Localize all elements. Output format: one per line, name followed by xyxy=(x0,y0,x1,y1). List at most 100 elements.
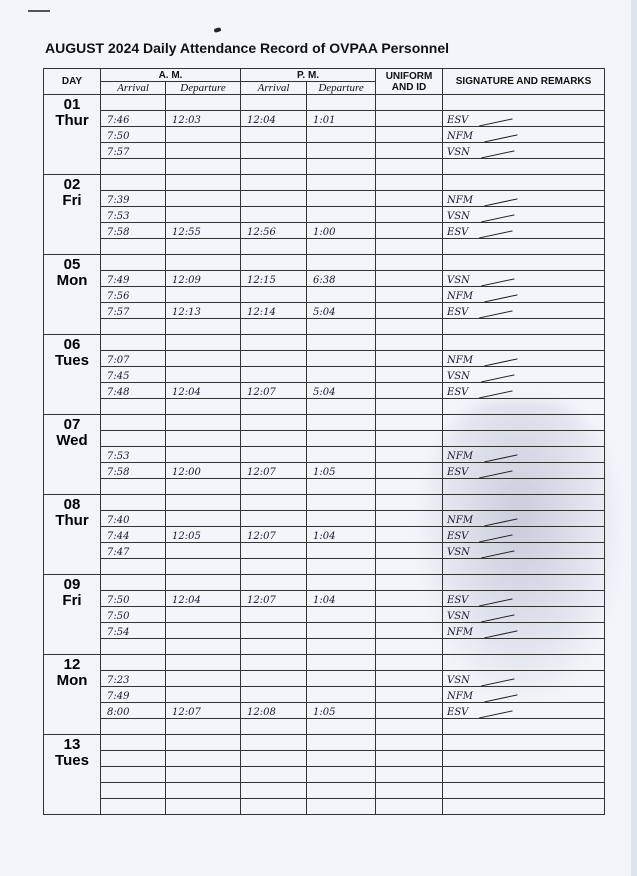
pm-departure-cell xyxy=(306,190,377,207)
pm-departure-value: 1:04 xyxy=(313,531,336,542)
am-arrival-value: 7:45 xyxy=(107,371,130,382)
am-arrival-cell xyxy=(100,414,166,431)
uniform-cell xyxy=(375,590,444,607)
signature-value: NFM xyxy=(447,291,473,302)
am-departure-cell xyxy=(164,238,242,255)
uniform-cell xyxy=(375,222,444,239)
signature-cell xyxy=(442,638,606,655)
am-arrival-cell xyxy=(100,478,166,495)
table-row xyxy=(44,318,606,335)
pm-arrival-cell xyxy=(240,126,308,143)
day-weekday: Fri xyxy=(62,192,82,209)
pm-departure-cell xyxy=(306,414,377,431)
table-row: 12 Mon xyxy=(43,654,606,735)
am-arrival-cell xyxy=(100,574,166,591)
signature-cell: VSN xyxy=(442,606,606,623)
pm-departure-value: 1:05 xyxy=(313,707,336,718)
uniform-cell xyxy=(375,606,444,623)
pm-departure-cell xyxy=(306,494,377,511)
scan-mark xyxy=(28,10,50,12)
signature-cell xyxy=(442,334,606,351)
am-departure-cell xyxy=(164,318,242,335)
day-cell: 07 Wed xyxy=(43,414,101,495)
am-departure-cell: 12:03 xyxy=(164,110,242,127)
table-row: 7:53 NFM xyxy=(44,446,606,463)
am-departure-cell: 12:55 xyxy=(164,222,242,239)
pm-departure-cell xyxy=(306,254,377,271)
pm-arrival-cell xyxy=(240,510,308,527)
pm-arrival-cell xyxy=(240,654,308,671)
am-departure-cell xyxy=(164,494,242,511)
attendance-body: 01 Thur 7:46 12:03 12:04 1:01 ESV 7:50 NFM 7:57 VS… xyxy=(43,94,606,815)
am-arrival-value: 8:00 xyxy=(107,707,130,718)
am-arrival-value: 7:49 xyxy=(107,691,130,702)
am-arrival-cell xyxy=(100,334,166,351)
signature-value: ESV xyxy=(447,307,469,318)
am-departure-value: 12:04 xyxy=(172,387,201,398)
signature-cell: NFM xyxy=(442,286,606,303)
table-row xyxy=(44,430,606,447)
signature-scrawl xyxy=(479,543,515,558)
am-arrival-value: 7:50 xyxy=(107,595,130,606)
table-row: 7:56 NFM xyxy=(44,286,606,303)
am-arrival-cell xyxy=(100,718,166,735)
table-row: 7:39 NFM xyxy=(44,190,606,207)
signature-cell: NFM xyxy=(442,686,606,703)
signature-scrawl xyxy=(477,703,513,718)
am-arrival-value: 7:07 xyxy=(107,355,130,366)
uniform-cell xyxy=(375,462,444,479)
pm-departure-cell xyxy=(306,686,377,703)
am-arrival-cell xyxy=(100,430,166,447)
am-departure-cell xyxy=(164,254,242,271)
am-arrival-cell: 7:50 xyxy=(100,606,166,623)
day-cell: 01 Thur xyxy=(43,94,101,175)
am-arrival-cell xyxy=(100,798,166,815)
uniform-cell xyxy=(375,254,444,271)
am-arrival-value: 7:39 xyxy=(107,195,130,206)
signature-cell xyxy=(442,654,606,671)
am-departure-cell xyxy=(164,366,242,383)
signature-cell xyxy=(442,766,606,783)
signature-cell xyxy=(442,574,606,591)
uniform-cell xyxy=(375,494,444,511)
uniform-cell xyxy=(375,654,444,671)
signature-cell: VSN xyxy=(442,670,606,687)
pm-arrival-cell xyxy=(240,670,308,687)
uniform-cell xyxy=(375,94,444,111)
table-row xyxy=(44,750,606,767)
pm-departure-cell xyxy=(306,798,377,815)
pm-departure-cell xyxy=(306,142,377,159)
pm-departure-cell xyxy=(306,670,377,687)
signature-cell: NFM xyxy=(442,190,606,207)
am-departure-cell xyxy=(164,510,242,527)
signature-cell: VSN xyxy=(442,366,606,383)
am-departure-cell xyxy=(164,142,242,159)
uniform-cell xyxy=(375,446,444,463)
am-arrival-value: 7:50 xyxy=(107,611,130,622)
table-row: 7:47 VSN xyxy=(44,542,606,559)
pm-arrival-cell xyxy=(240,174,308,191)
signature-cell: ESV xyxy=(442,590,606,607)
am-departure-cell xyxy=(164,286,242,303)
uniform-cell xyxy=(375,286,444,303)
table-row xyxy=(44,782,606,799)
signature-cell xyxy=(442,238,606,255)
pm-arrival-cell xyxy=(240,766,308,783)
signature-cell: VSN xyxy=(442,542,606,559)
pm-departure-cell xyxy=(306,238,377,255)
am-arrival-cell: 7:58 xyxy=(100,462,166,479)
am-arrival-cell: 7:49 xyxy=(100,270,166,287)
pm-departure-value: 6:38 xyxy=(313,275,336,286)
day-weekday: Fri xyxy=(62,592,82,609)
pm-departure-cell xyxy=(306,718,377,735)
pm-departure-cell xyxy=(306,606,377,623)
uniform-cell xyxy=(375,638,444,655)
table-row: 05 Mon xyxy=(43,254,606,335)
pm-departure-cell xyxy=(306,542,377,559)
uniform-cell xyxy=(375,526,444,543)
table-row xyxy=(44,558,606,575)
pm-arrival-cell: 12:07 xyxy=(240,462,308,479)
am-arrival-cell xyxy=(100,750,166,767)
pm-arrival-cell: 12:07 xyxy=(240,590,308,607)
uniform-cell xyxy=(375,158,444,175)
